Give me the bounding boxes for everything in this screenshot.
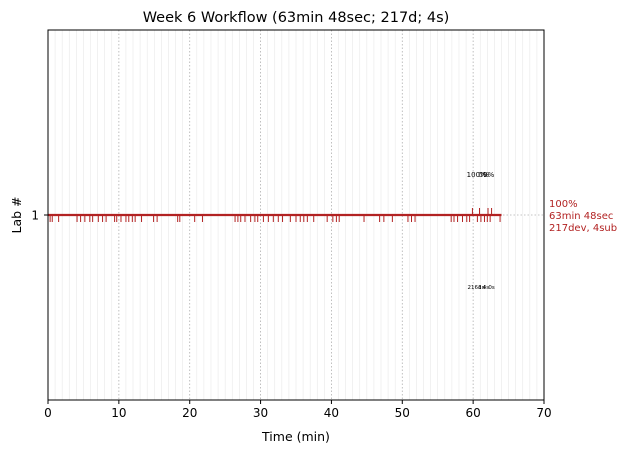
pct-label: 0% [478,171,489,179]
y-axis-label: Lab # [9,196,24,233]
x-tick-label: 10 [111,406,126,420]
summary-annotation: 100% [549,199,578,210]
pct-label: 100% [467,171,487,179]
count-label: 0s [488,285,494,291]
pct-label: 0% [483,171,494,179]
y-tick-label: 1 [31,209,39,223]
x-tick-label: 30 [253,406,268,420]
x-tick-label: 20 [182,406,197,420]
summary-annotation: 217dev, 4sub [549,223,617,234]
x-tick-label: 40 [324,406,339,420]
count-label: 216d [468,285,482,291]
summary-annotation: 63min 48sec [549,211,613,222]
x-axis-label: Time (min) [261,429,330,444]
x-tick-label: 70 [536,406,551,420]
x-tick-label: 60 [466,406,481,420]
count-label: 1d [478,285,485,291]
tick-layer: 0 10 20 30 40 50 60 70 1 [31,209,551,421]
count-label: 4s [483,285,489,291]
x-tick-label: 50 [395,406,410,420]
x-tick-label: 0 [44,406,52,420]
chart-title: Week 6 Workflow (63min 48sec; 217d; 4s) [143,10,450,26]
